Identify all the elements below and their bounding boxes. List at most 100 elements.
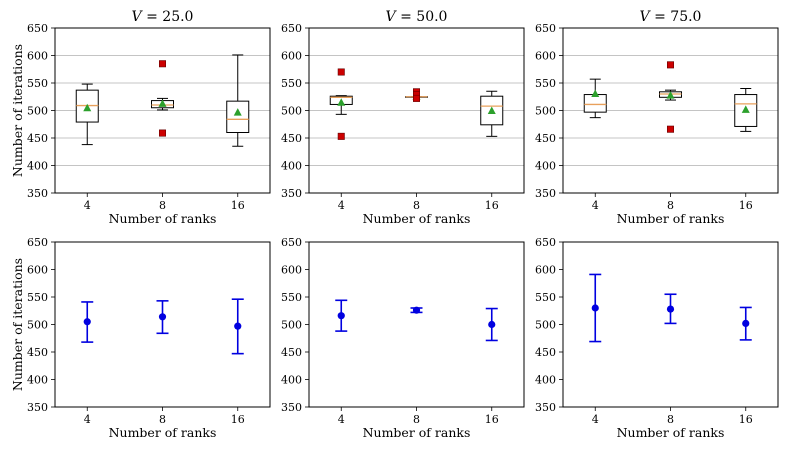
- x-tick-label: 8: [667, 199, 674, 212]
- y-tick-label: 650: [535, 22, 556, 35]
- mean-marker: [158, 99, 167, 107]
- mean-point: [666, 305, 675, 313]
- x-tick-label: 4: [338, 413, 345, 426]
- mean-marker: [741, 105, 750, 113]
- y-tick-label: 600: [27, 264, 48, 277]
- subplot-4: 350 400 450 500 550 600 650 4 8 16 Number of ranks…: [10, 236, 271, 440]
- y-tick-label: 400: [281, 374, 302, 387]
- mean-point: [337, 312, 345, 320]
- x-tick-label: 4: [84, 413, 91, 426]
- errorbar-8: [664, 293, 677, 325]
- plot-frame: [308, 27, 525, 194]
- x-axis-label: Number of ranks: [617, 425, 725, 440]
- mean-marker: [233, 108, 242, 116]
- x-tick-label: 8: [667, 413, 674, 426]
- errorbar-16: [739, 306, 752, 341]
- box-8: [659, 61, 682, 133]
- outlier-point: [666, 61, 674, 69]
- x-axis-label: Number of ranks: [363, 211, 471, 226]
- y-tick-label: 650: [27, 236, 48, 249]
- mean-marker: [591, 89, 600, 97]
- y-tick-label: 450: [281, 346, 302, 359]
- x-tick-label: 4: [338, 199, 345, 212]
- y-tick-label: 600: [535, 50, 556, 63]
- y-tick-label: 500: [281, 105, 302, 118]
- box-16: [734, 88, 758, 132]
- subplot-6: 350 400 450 500 550 600 650 4 8 16 Number of ranks: [535, 236, 779, 440]
- mean-marker: [83, 103, 92, 112]
- y-tick-label: 500: [27, 319, 48, 332]
- x-tick-label: 16: [485, 413, 499, 426]
- y-tick-label: 350: [27, 401, 48, 414]
- y-tick-label: 350: [281, 187, 302, 200]
- plot-frame: [54, 27, 271, 194]
- box-8: [405, 88, 428, 102]
- subplot-title: V = 75.0: [640, 9, 702, 25]
- mean-marker: [487, 106, 496, 114]
- mean-point: [83, 318, 91, 326]
- y-tick-label: 550: [535, 291, 556, 304]
- box-4: [329, 68, 353, 140]
- mean-point: [412, 306, 421, 314]
- y-tick-label: 450: [27, 346, 48, 359]
- outlier-point: [337, 68, 345, 76]
- errorbar-16: [485, 307, 498, 342]
- y-tick-label: 450: [281, 132, 302, 145]
- y-tick-label: 550: [281, 77, 302, 90]
- y-tick-label: 350: [535, 401, 556, 414]
- x-axis-label: Number of ranks: [617, 211, 725, 226]
- y-tick-label: 650: [535, 236, 556, 249]
- outlier-point: [666, 125, 674, 133]
- y-axis-label: Number of iterations: [10, 258, 25, 391]
- errorbar-8: [156, 300, 169, 335]
- plot-frame: [308, 241, 525, 408]
- y-tick-label: 400: [27, 374, 48, 387]
- x-axis-label: Number of ranks: [109, 425, 217, 440]
- y-tick-label: 600: [281, 264, 302, 277]
- y-tick-label: 650: [27, 22, 48, 35]
- x-tick-label: 16: [739, 199, 753, 212]
- y-tick-label: 500: [281, 319, 302, 332]
- subplot-title: V = 50.0: [386, 9, 448, 25]
- plot-frame: [54, 241, 271, 408]
- y-axis-label: Number of iterations: [10, 44, 25, 177]
- x-axis-label: Number of ranks: [109, 211, 217, 226]
- errorbar-4: [589, 273, 602, 343]
- x-tick-label: 16: [485, 199, 499, 212]
- y-tick-label: 350: [535, 187, 556, 200]
- box-16: [226, 54, 250, 147]
- box-8: [151, 60, 174, 137]
- y-tick-label: 550: [281, 291, 302, 304]
- y-tick-label: 350: [281, 401, 302, 414]
- box-iqr: [226, 100, 250, 134]
- y-tick-label: 550: [27, 77, 48, 90]
- y-tick-label: 600: [27, 50, 48, 63]
- x-tick-label: 16: [231, 199, 245, 212]
- y-tick-label: 400: [281, 160, 302, 173]
- outlier-point: [159, 129, 167, 137]
- mean-point: [488, 320, 496, 329]
- y-tick-label: 600: [281, 50, 302, 63]
- y-tick-label: 500: [535, 105, 556, 118]
- box-iqr: [583, 94, 607, 113]
- subplot-5: 350 400 450 500 550 600 650 4 8 16 Number of ranks: [281, 236, 525, 440]
- x-tick-label: 4: [592, 413, 599, 426]
- subplot-2: 350 400 450 500 550 600 650 4 8 16 Number of ranks…: [281, 9, 525, 226]
- x-tick-label: 8: [413, 199, 420, 212]
- y-tick-label: 400: [535, 374, 556, 387]
- outlier-point: [412, 94, 420, 102]
- subplot-title: V = 25.0: [132, 9, 194, 25]
- y-tick-label: 600: [535, 264, 556, 277]
- x-tick-label: 4: [592, 199, 599, 212]
- outlier-point: [337, 132, 345, 140]
- y-tick-label: 450: [535, 132, 556, 145]
- box-4: [75, 83, 99, 146]
- box-16: [480, 90, 504, 137]
- mean-marker: [337, 98, 346, 106]
- x-tick-label: 4: [84, 199, 91, 212]
- mean-point: [158, 313, 167, 321]
- y-tick-label: 350: [27, 187, 48, 200]
- y-tick-label: 550: [535, 77, 556, 90]
- y-tick-label: 400: [535, 160, 556, 173]
